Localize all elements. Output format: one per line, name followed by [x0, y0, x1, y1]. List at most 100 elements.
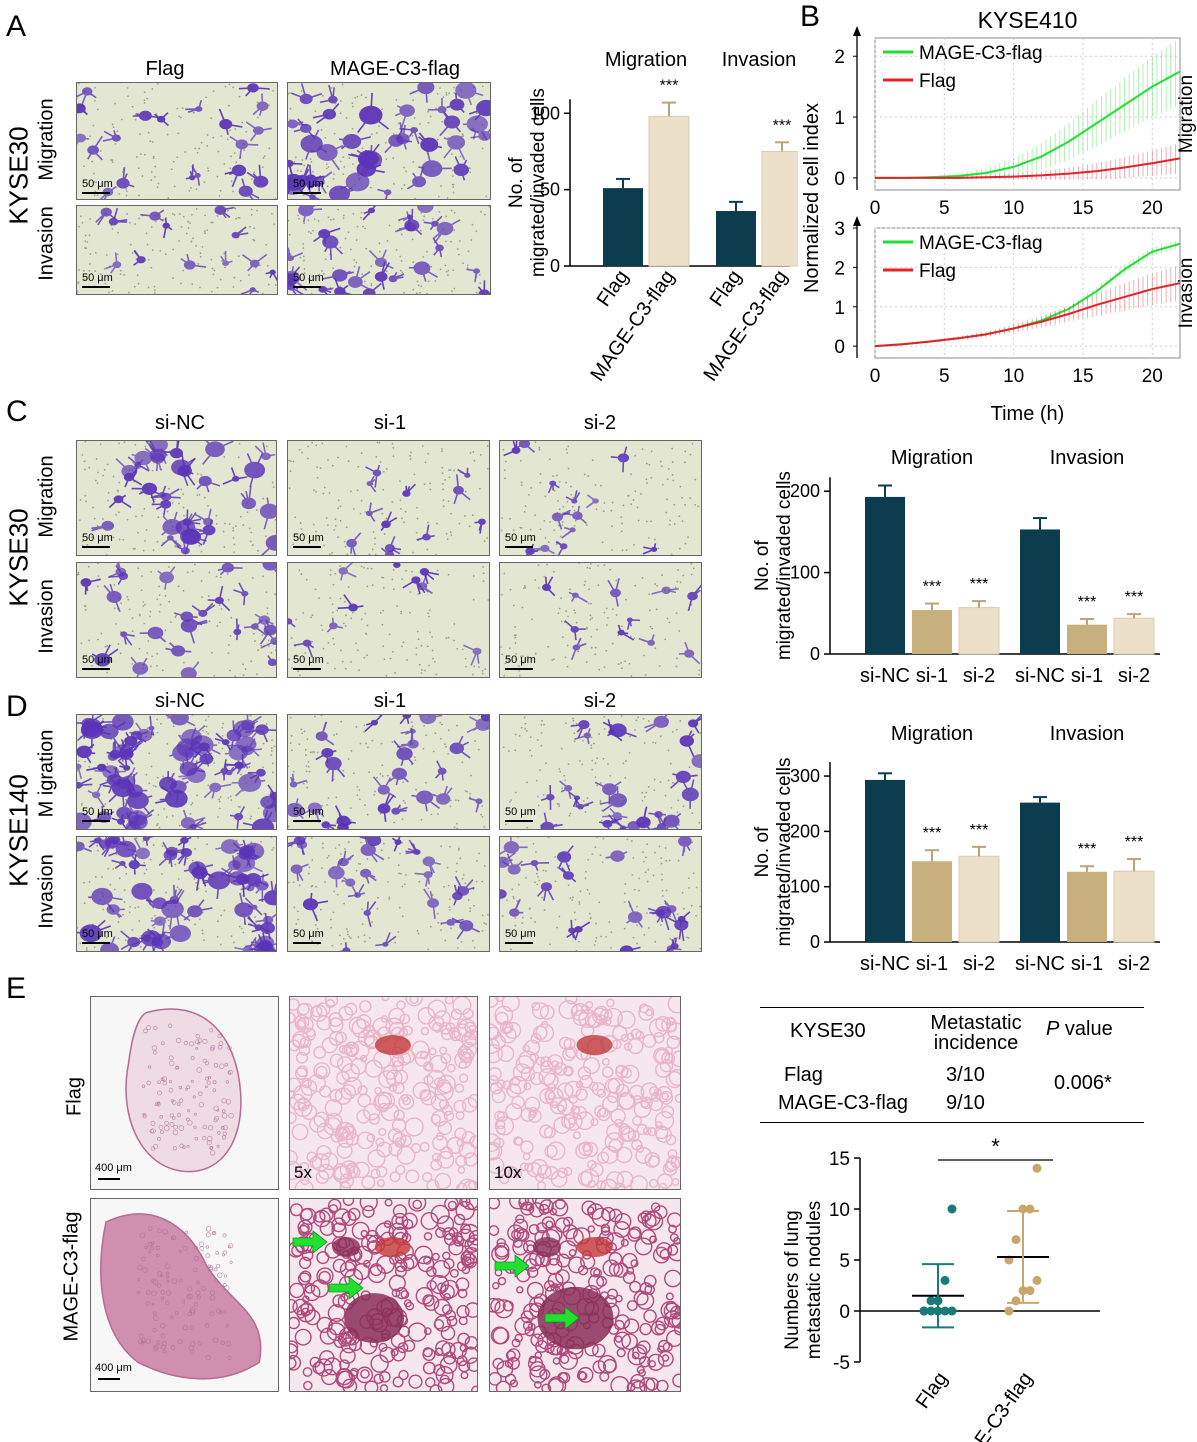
pore [599, 799, 602, 802]
pore [105, 254, 108, 256]
pore [384, 141, 387, 144]
pore [658, 845, 661, 848]
cell-process [520, 862, 535, 866]
cell-process [162, 931, 181, 935]
cell-process [178, 650, 192, 653]
cell-process [265, 453, 276, 458]
pore [665, 889, 668, 892]
pore [464, 657, 467, 660]
pore [566, 665, 569, 668]
pore [246, 511, 249, 514]
pore [441, 723, 443, 726]
alveolus [370, 1168, 381, 1179]
cell-process [432, 237, 441, 249]
cell-process [363, 209, 372, 215]
pore [453, 86, 455, 89]
stained-cell [423, 215, 443, 231]
pore [366, 585, 369, 588]
cell-process [91, 729, 111, 736]
pore [420, 672, 423, 674]
pore [630, 675, 633, 677]
stained-cell [218, 108, 243, 135]
pore [667, 779, 670, 782]
stained-cell [77, 103, 88, 116]
pore [128, 911, 131, 914]
alveolus [345, 1164, 355, 1175]
cell-process [371, 837, 375, 841]
cell-process [288, 163, 294, 177]
pore [270, 651, 273, 654]
lung-section-10x [489, 996, 681, 1190]
cell-process [300, 83, 307, 100]
pore [404, 510, 407, 513]
pore [636, 506, 639, 509]
alveolus [319, 1085, 332, 1098]
pore [632, 857, 635, 859]
pore [586, 627, 588, 630]
cell-process [241, 178, 247, 192]
pore [242, 524, 245, 526]
cell-process [370, 114, 390, 130]
micrograph-image [490, 997, 680, 1189]
cell-process [95, 784, 102, 796]
cell-process [97, 837, 106, 845]
pore [156, 664, 158, 667]
pore [485, 195, 488, 198]
pore [358, 789, 361, 791]
pore [534, 881, 536, 884]
alveolus [615, 1146, 633, 1164]
pore [466, 790, 468, 793]
pore [461, 133, 464, 136]
pore [227, 598, 230, 601]
pore [599, 854, 602, 857]
airspace [224, 1062, 229, 1067]
pore [169, 621, 172, 623]
pore [192, 237, 194, 240]
pore [173, 185, 176, 188]
pore [339, 246, 342, 249]
cell-process [102, 784, 124, 789]
cell-process [351, 136, 372, 143]
pore [446, 538, 449, 541]
pore [640, 493, 642, 495]
lung-section-whole [90, 996, 279, 1190]
pore [467, 250, 470, 253]
alveolus [328, 1031, 344, 1047]
pore [623, 927, 626, 930]
cell-process [156, 931, 166, 943]
scale-bar [82, 942, 110, 944]
cell-process [113, 596, 121, 613]
cell-process [242, 822, 264, 829]
pore [339, 565, 341, 567]
pore [307, 761, 310, 763]
pore [219, 189, 222, 192]
cell-process [451, 917, 467, 927]
pore [572, 896, 574, 899]
alveolus [549, 1097, 568, 1115]
scale-bar-label: 50 μm [293, 654, 324, 666]
pore [234, 675, 237, 677]
pore [157, 516, 160, 519]
pore [96, 524, 99, 527]
stained-cell [312, 171, 333, 194]
stained-cell [570, 637, 587, 661]
cell-process [113, 130, 118, 139]
pore [117, 490, 120, 493]
cell-process [184, 536, 191, 555]
cell-process [191, 165, 199, 176]
pore [414, 197, 417, 199]
pore [238, 216, 241, 219]
alveolus [391, 1054, 405, 1067]
pore [594, 762, 597, 765]
pore [344, 625, 347, 628]
pore [567, 615, 569, 618]
cell-process [202, 529, 210, 545]
pore [646, 880, 649, 883]
pore [137, 906, 140, 908]
cell-process [400, 110, 408, 129]
pore [590, 744, 593, 747]
pore [190, 803, 193, 806]
cell-process [229, 135, 243, 146]
pore [331, 464, 334, 467]
pore [182, 661, 185, 664]
